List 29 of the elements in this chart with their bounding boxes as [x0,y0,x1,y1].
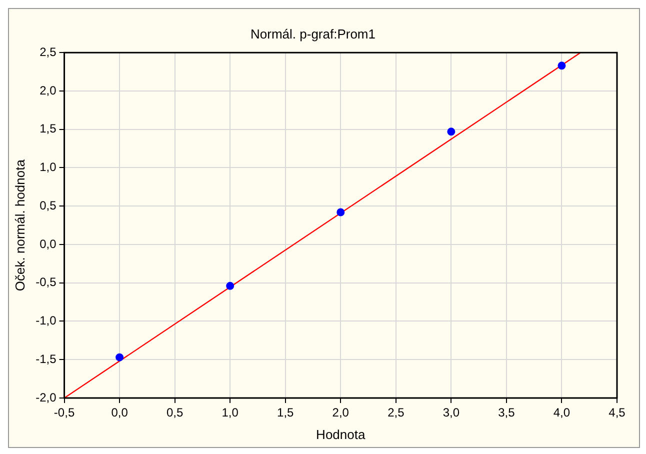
y-axis-title: Oček. normál. hodnota [12,158,28,292]
point [558,62,566,70]
x-tick-label: 4,0 [553,406,570,420]
point [447,128,456,136]
x-tick-label: 4,5 [608,406,626,420]
y-tick-label: 2,5 [40,44,57,59]
y-tick-label: 1,5 [40,122,57,136]
y-tick-label: 2,0 [40,83,57,98]
x-tick-label: 1,0 [222,406,239,420]
y-tick-label: 0,5 [40,198,57,212]
x-tick-label: 1,5 [277,406,294,420]
x-tick-label: 2,5 [388,406,405,420]
y-tick-label: -2,0 [36,390,57,404]
x-tick-label: 0,5 [166,406,184,420]
x-tick-label: 0,0 [111,406,128,420]
x-tick-label: 2,0 [332,406,350,420]
x-axis-title: Hodnota [316,426,366,442]
point [226,282,234,290]
point [116,353,124,362]
x-tick-label: 3,5 [498,406,516,420]
x-tick-label: 3,0 [442,406,460,420]
y-tick-label: -1,0 [36,314,57,328]
y-tick-label: -1,5 [36,352,57,366]
y-tick-label: -0,5 [36,275,57,290]
y-tick-label: 1,0 [40,160,57,174]
chart-title: Normál. p-graf:Prom1 [250,26,376,42]
point [336,208,345,216]
x-tick-label: -0,5 [54,406,75,420]
y-tick-label: 0,0 [40,236,57,251]
